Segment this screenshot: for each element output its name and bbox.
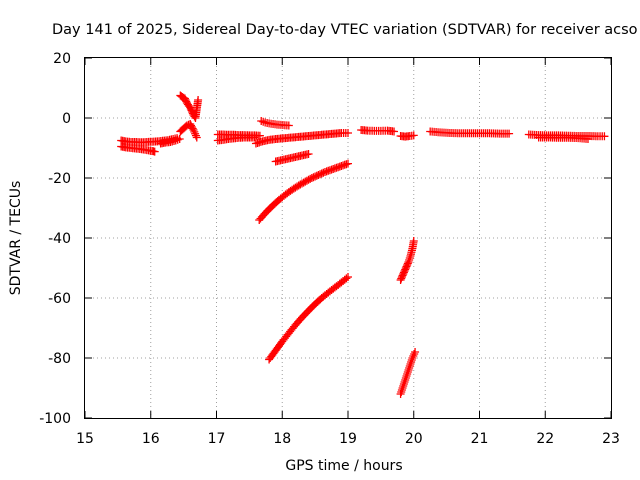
data-point: [397, 386, 406, 394]
series-arc-f: [213, 130, 264, 140]
series-arc-j: [271, 150, 313, 166]
y-tick-label: -80: [48, 351, 71, 367]
x-tick-label: 19: [339, 431, 357, 447]
series-arc-a: [117, 134, 182, 147]
data-point: [255, 131, 264, 140]
data-point: [407, 358, 416, 366]
data-point: [397, 388, 406, 396]
data-point: [304, 150, 313, 158]
data-point: [403, 259, 412, 268]
series-arc-g: [213, 133, 259, 145]
series-arc-e: [176, 120, 201, 142]
data-point: [344, 159, 352, 168]
data-point: [404, 258, 413, 266]
data-point: [401, 376, 410, 384]
data-point: [409, 131, 418, 140]
data-point: [400, 378, 409, 386]
data-point: [405, 254, 414, 262]
data-point: [408, 354, 417, 362]
series-arc-c: [156, 135, 184, 148]
series-arc-m: [357, 126, 399, 136]
data-point: [402, 372, 411, 380]
data-point: [250, 133, 259, 142]
data-point: [173, 135, 182, 144]
data-point: [192, 133, 201, 142]
data-point: [405, 364, 414, 372]
series-arc-b: [117, 142, 159, 156]
y-tick-label: 0: [62, 111, 71, 127]
series-arc-k: [255, 159, 352, 224]
series-arc-d: [176, 91, 203, 122]
data-point: [344, 129, 352, 137]
data-point: [194, 96, 203, 104]
x-tick-label: 21: [471, 431, 489, 447]
series-arc-q: [426, 127, 514, 138]
data-point: [398, 384, 407, 392]
data-point: [171, 136, 180, 145]
x-tick-label: 17: [208, 431, 226, 447]
series-arc-p: [396, 348, 420, 398]
series-arc-i: [251, 129, 352, 148]
data-point: [399, 382, 408, 390]
y-tick-label: 20: [53, 51, 71, 67]
data-point: [150, 147, 159, 156]
x-axis-label: GPS time / hours: [285, 458, 402, 474]
data-point: [403, 368, 412, 376]
chart-title: Day 141 of 2025, Sidereal Day-to-day VTE…: [52, 22, 638, 38]
data-point: [410, 350, 419, 358]
series-arc-n: [396, 131, 418, 141]
data-point: [191, 129, 200, 138]
data-point: [284, 121, 293, 130]
data-point: [190, 127, 199, 136]
data-point: [409, 352, 418, 360]
data-point: [344, 273, 352, 281]
y-axis-label: SDTVAR / TECUs: [8, 181, 24, 296]
data-point: [191, 131, 200, 140]
y-tick-label: -20: [48, 171, 71, 187]
plot-frame: [84, 57, 612, 419]
y-tick-label: -100: [39, 411, 71, 427]
data-point: [583, 135, 592, 143]
data-point: [403, 370, 412, 378]
data-point: [189, 126, 198, 134]
data-point: [411, 348, 420, 356]
grid: [85, 58, 611, 418]
y-tick-label: -60: [48, 291, 71, 307]
data-point: [342, 274, 351, 283]
data-point: [259, 117, 268, 126]
series-arc-l: [265, 273, 352, 364]
series-arc-s: [534, 133, 592, 143]
x-tick-label: 15: [76, 431, 94, 447]
series-arc-h: [257, 117, 293, 130]
data-point: [407, 356, 416, 364]
x-tick-label: 23: [602, 431, 620, 447]
data-point: [404, 366, 413, 374]
x-tick-label: 16: [142, 431, 160, 447]
data-point: [405, 362, 414, 370]
data-point: [399, 380, 408, 388]
data-point: [175, 135, 184, 143]
x-tick-label: 22: [536, 431, 554, 447]
axis-ticks: 15 16 17 18 19 20 21 22 23 -100 -80 -60 -40 -20 0 20: [39, 51, 620, 447]
data-point: [406, 360, 415, 368]
data-point: [600, 132, 609, 141]
series-arc-o: [396, 237, 418, 284]
data-point: [188, 124, 197, 133]
data-point: [401, 374, 410, 382]
y-tick-label: -40: [48, 231, 71, 247]
data-point: [257, 117, 266, 125]
x-tick-label: 18: [273, 431, 291, 447]
data-point: [390, 127, 399, 136]
data-point: [409, 237, 418, 245]
data-point: [396, 390, 405, 398]
data-point: [505, 129, 514, 138]
data-point: [405, 256, 414, 264]
data-marks: [117, 91, 609, 398]
x-tick-label: 20: [405, 431, 423, 447]
